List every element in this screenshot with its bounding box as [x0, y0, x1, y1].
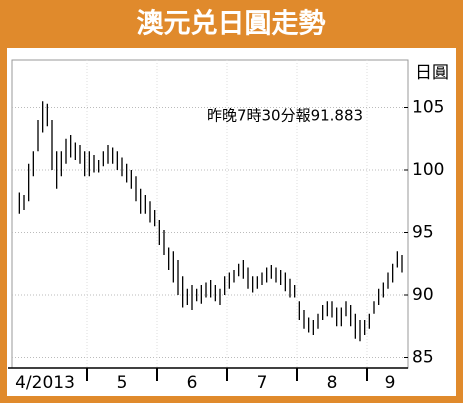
- plot-area: [11, 59, 409, 369]
- y-tick-label: 90: [412, 285, 434, 305]
- x-tick-label: 8: [327, 373, 338, 393]
- x-tick-label: 5: [117, 373, 128, 393]
- x-tick-label: 6: [187, 373, 198, 393]
- y-tick-label: 100: [412, 160, 444, 180]
- y-tick-label: 105: [412, 98, 444, 118]
- x-tick-label: 7: [257, 373, 268, 393]
- x-tick-label: 9: [385, 373, 396, 393]
- chart-title: 澳元兑日圓走勢: [137, 9, 326, 40]
- y-tick-label: 95: [412, 223, 434, 243]
- annotation: 昨晚7時30分報91.883: [207, 107, 363, 125]
- x-tick-label: 4/2013: [15, 373, 75, 393]
- y-axis-label: 日圓: [415, 63, 449, 83]
- y-tick-label: 85: [412, 348, 434, 368]
